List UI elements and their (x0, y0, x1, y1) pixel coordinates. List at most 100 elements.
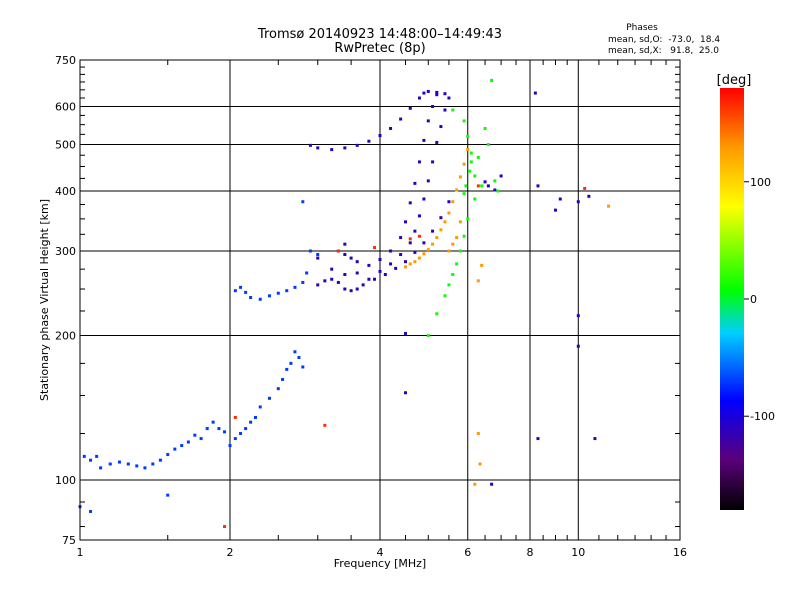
data-point (486, 184, 490, 188)
data-point (228, 444, 232, 448)
data-point (417, 234, 421, 238)
data-point (323, 279, 327, 283)
x-tick-label: 6 (464, 546, 471, 559)
data-point (308, 143, 312, 147)
data-point (462, 162, 466, 166)
colorbar-tick-label: 0 (750, 293, 757, 306)
data-point (486, 143, 490, 147)
x-tick-label: 2 (227, 546, 234, 559)
y-tick-label: 300 (55, 245, 76, 258)
data-points (78, 78, 611, 529)
data-point (253, 415, 257, 419)
data-point (233, 289, 237, 293)
y-tick-label: 500 (55, 139, 76, 152)
data-point (451, 242, 455, 246)
data-point (473, 197, 477, 201)
data-point (447, 200, 451, 204)
data-point (399, 117, 403, 121)
data-point (383, 273, 387, 277)
data-point (443, 92, 447, 96)
data-point (143, 466, 147, 470)
data-point (496, 189, 500, 193)
data-point (301, 200, 305, 204)
data-point (403, 265, 407, 269)
data-point (293, 350, 297, 354)
data-point (408, 201, 412, 205)
chart-title-line2: RwPretec (8p) (334, 41, 425, 56)
data-point (451, 200, 455, 204)
data-point (323, 423, 327, 427)
data-point (373, 277, 377, 281)
data-point (426, 334, 430, 338)
data-point (413, 260, 417, 264)
data-point (193, 433, 197, 437)
y-tick-label: 750 (55, 54, 76, 67)
data-point (413, 250, 417, 254)
colorbar-tick-label: 100 (750, 176, 771, 189)
plot-frame (79, 59, 681, 541)
data-point (316, 253, 320, 257)
colorbar-tick-label: -100 (750, 410, 775, 423)
data-point (239, 285, 243, 289)
stats-heading: Phases (626, 23, 658, 33)
data-point (349, 256, 353, 260)
data-point (476, 432, 480, 436)
data-point (394, 266, 398, 270)
data-point (422, 197, 426, 201)
data-point (378, 269, 382, 273)
data-point (476, 279, 480, 283)
data-point (458, 220, 462, 224)
data-point (126, 462, 130, 466)
data-point (367, 139, 371, 143)
data-point (408, 241, 412, 245)
data-point (301, 365, 305, 369)
x-tick-label: 16 (673, 546, 687, 559)
data-point (308, 249, 312, 253)
chart-title-line1: Tromsø 20140923 14:48:00–14:49:43 (257, 27, 502, 42)
data-point (249, 420, 253, 424)
data-point (166, 453, 170, 457)
data-point (239, 432, 243, 436)
data-point (476, 155, 480, 159)
data-point (408, 237, 412, 241)
x-tick-label: 4 (377, 546, 384, 559)
data-point (576, 200, 580, 204)
data-point (389, 249, 393, 253)
data-point (399, 236, 403, 240)
stats-line-x: mean, sd,X: 91.8, 25.0 (608, 46, 719, 56)
data-point (267, 396, 271, 400)
data-point (336, 249, 340, 253)
data-point (151, 462, 155, 466)
data-point (447, 283, 451, 287)
minor-ticks (80, 60, 680, 540)
data-point (583, 186, 587, 190)
x-tick-label: 8 (527, 546, 534, 559)
data-point (223, 430, 227, 434)
data-point (493, 179, 497, 183)
data-point (117, 460, 121, 464)
data-point (413, 181, 417, 185)
data-point (422, 252, 426, 256)
data-point (466, 134, 470, 138)
data-point (439, 228, 443, 232)
data-point (422, 241, 426, 245)
data-point (293, 285, 297, 289)
data-point (469, 160, 473, 164)
data-point (447, 96, 451, 100)
data-point (355, 287, 359, 291)
data-point (89, 509, 93, 513)
data-point (462, 234, 466, 238)
data-point (281, 377, 285, 381)
data-point (455, 262, 459, 266)
data-point (301, 280, 305, 284)
data-point (399, 253, 403, 257)
data-point (244, 427, 248, 431)
data-point (343, 146, 347, 150)
data-point (435, 312, 439, 316)
data-point (389, 126, 393, 130)
data-point (343, 242, 347, 246)
data-point (576, 344, 580, 348)
data-point (285, 289, 289, 293)
y-tick-label: 200 (55, 330, 76, 343)
data-point (431, 242, 435, 246)
